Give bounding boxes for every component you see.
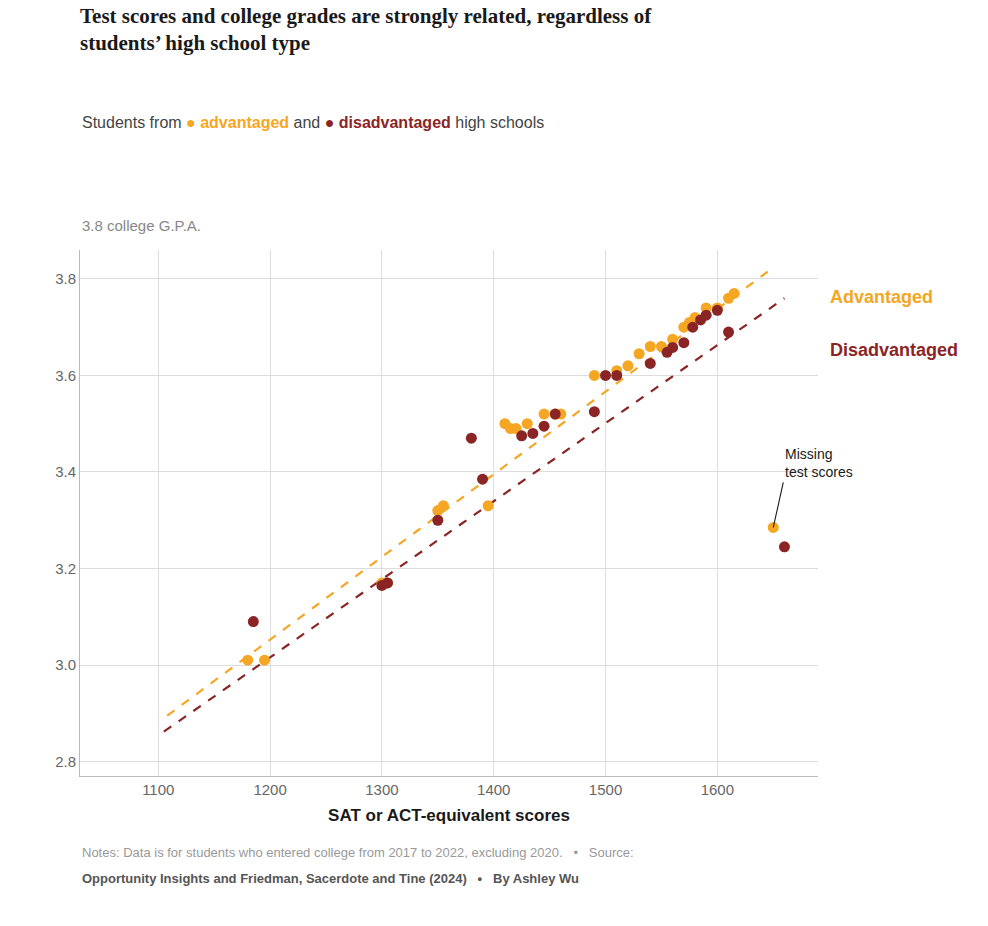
svg-text:Disadvantaged: Disadvantaged <box>830 340 958 360</box>
svg-text:Test scores and college grades: Test scores and college grades are stron… <box>80 4 652 55</box>
svg-text:Opportunity Insights and Fried: Opportunity Insights and Friedman, Sacer… <box>82 871 579 886</box>
svg-text:Notes: Data is for students wh: Notes: Data is for students who entered … <box>82 845 634 860</box>
svg-text:Students from ● advantaged and: Students from ● advantaged and ● disadva… <box>82 114 544 131</box>
svg-text:3.6: 3.6 <box>55 367 76 384</box>
svg-text:2.8: 2.8 <box>55 753 76 770</box>
svg-text:SAT or ACT-equivalent scores: SAT or ACT-equivalent scores <box>328 806 570 825</box>
svg-text:3.4: 3.4 <box>55 463 76 480</box>
svg-text:1500: 1500 <box>589 781 622 798</box>
svg-text:Advantaged: Advantaged <box>830 287 933 307</box>
svg-text:1100: 1100 <box>142 781 174 798</box>
svg-text:3.2: 3.2 <box>55 560 76 577</box>
svg-text:1200: 1200 <box>253 781 286 798</box>
svg-text:3.8: 3.8 <box>55 270 76 287</box>
svg-text:3.0: 3.0 <box>55 656 76 673</box>
svg-text:Missingtest scores: Missingtest scores <box>785 446 853 480</box>
svg-text:1300: 1300 <box>365 781 398 798</box>
svg-text:1400: 1400 <box>477 781 510 798</box>
svg-text:1600: 1600 <box>701 781 734 798</box>
svg-text:3.8 college G.P.A.: 3.8 college G.P.A. <box>82 217 201 234</box>
